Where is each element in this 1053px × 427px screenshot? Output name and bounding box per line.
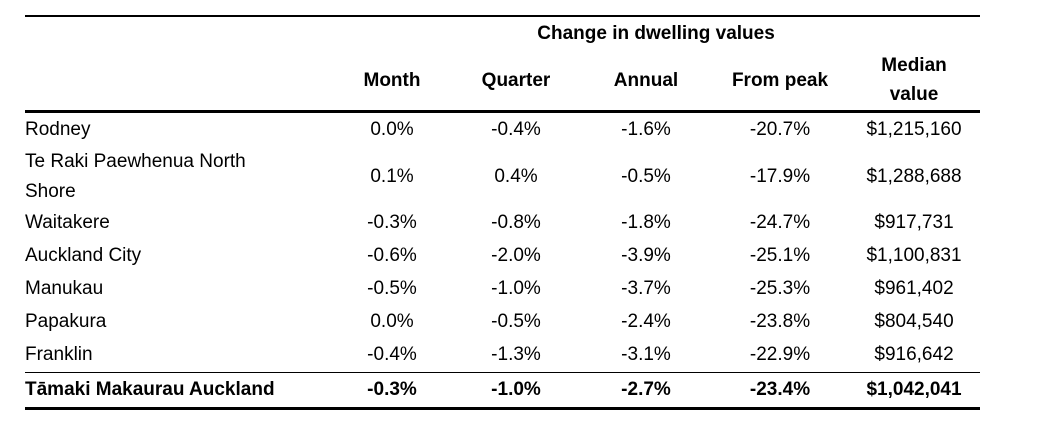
- month-cell: -0.3%: [367, 212, 417, 233]
- table-row-waitakere: Waitakere -0.3% -0.8% -1.8% -24.7% $917,…: [25, 207, 980, 240]
- region-cell: Papakura: [25, 311, 107, 332]
- table-row-franklin: Franklin -0.4% -1.3% -3.1% -22.9% $916,6…: [25, 338, 981, 373]
- table-row-rodney: Rodney 0.0% -0.4% -1.6% -20.7% $1,215,16…: [25, 111, 980, 147]
- table-row-papakura: Papakura 0.0% -0.5% -2.4% -23.8% $804,54…: [25, 306, 980, 339]
- from-peak-cell: -23.4%: [712, 372, 848, 410]
- column-header-from-peak: From peak: [712, 51, 848, 113]
- quarter-cell: -0.4%: [491, 118, 541, 140]
- from-peak-cell: -25.1%: [749, 245, 811, 266]
- column-header-month: Month: [332, 51, 452, 113]
- month-cell: -0.6%: [367, 245, 417, 266]
- region-cell: Rodney: [25, 118, 91, 140]
- quarter-cell: -0.8%: [491, 212, 541, 233]
- from-peak-cell: -17.9%: [749, 165, 811, 187]
- quarter-cell: -1.3%: [452, 338, 580, 373]
- column-headers-row: Month Quarter Annual From peak Median va…: [25, 51, 981, 113]
- table-row-te-raki-paewhenua-north-shore: Te Raki Paewhenua North Shore 0.1% 0.4% …: [25, 147, 980, 207]
- dwelling-values-table-container: Change in dwelling values Month Quarter …: [25, 15, 981, 410]
- table-header: Change in dwelling values Month Quarter …: [25, 16, 981, 113]
- region-cell: Manukau: [25, 278, 104, 299]
- median-value-cell: $1,288,688: [866, 165, 962, 187]
- median-value-cell: $916,642: [848, 338, 981, 373]
- span-header-change-in-dwelling-values: Change in dwelling values: [537, 23, 775, 44]
- from-peak-cell: -25.3%: [749, 278, 811, 299]
- median-value-cell: $1,042,041: [848, 372, 981, 410]
- region-cell: Auckland City: [25, 245, 142, 266]
- annual-cell: -3.1%: [580, 338, 712, 373]
- span-header-row: Change in dwelling values: [25, 16, 980, 51]
- median-value-cell: $804,540: [874, 311, 954, 332]
- median-value-cell: $1,100,831: [866, 245, 962, 266]
- table-row-total-tamaki-makaurau-auckland: Tāmaki Makaurau Auckland -0.3% -1.0% -2.…: [25, 372, 981, 410]
- month-cell: -0.5%: [367, 278, 417, 299]
- month-cell: 0.0%: [370, 118, 414, 140]
- region-cell: Waitakere: [25, 212, 110, 233]
- quarter-cell: -1.0%: [452, 372, 580, 410]
- quarter-cell: -1.0%: [491, 278, 541, 299]
- month-cell: -0.3%: [332, 372, 452, 410]
- quarter-cell: -0.5%: [491, 311, 541, 332]
- annual-cell: -3.7%: [621, 278, 671, 299]
- from-peak-cell: -22.9%: [712, 338, 848, 373]
- table-row-manukau: Manukau -0.5% -1.0% -3.7% -25.3% $961,40…: [25, 273, 980, 306]
- table-body: Rodney 0.0% -0.4% -1.6% -20.7% $1,215,16…: [25, 111, 981, 410]
- median-value-cell: $1,215,160: [866, 118, 962, 140]
- from-peak-cell: -23.8%: [749, 311, 811, 332]
- region-cell: Franklin: [25, 338, 332, 373]
- annual-cell: -0.5%: [621, 165, 671, 187]
- from-peak-cell: -20.7%: [749, 118, 811, 140]
- dwelling-values-table: Change in dwelling values Month Quarter …: [25, 15, 981, 410]
- column-header-annual: Annual: [580, 51, 712, 113]
- month-cell: 0.0%: [370, 311, 414, 332]
- quarter-cell: -2.0%: [491, 245, 541, 266]
- median-value-cell: $917,731: [874, 212, 954, 233]
- annual-cell: -1.6%: [621, 118, 671, 140]
- column-header-median-value: Median value: [848, 51, 981, 113]
- annual-cell: -3.9%: [621, 245, 671, 266]
- median-value-cell: $961,402: [874, 278, 954, 299]
- month-cell: -0.4%: [332, 338, 452, 373]
- region-column-header: [25, 51, 332, 113]
- region-cell: Te Raki Paewhenua North Shore: [25, 150, 246, 202]
- annual-cell: -1.8%: [621, 212, 671, 233]
- quarter-cell: 0.4%: [494, 165, 538, 187]
- region-column-header-spacer: [25, 16, 332, 51]
- from-peak-cell: -24.7%: [749, 212, 811, 233]
- column-header-quarter: Quarter: [452, 51, 580, 113]
- annual-cell: -2.4%: [621, 311, 671, 332]
- region-cell: Tāmaki Makaurau Auckland: [25, 372, 332, 410]
- annual-cell: -2.7%: [580, 372, 712, 410]
- table-row-auckland-city: Auckland City -0.6% -2.0% -3.9% -25.1% $…: [25, 240, 980, 273]
- month-cell: 0.1%: [370, 165, 414, 187]
